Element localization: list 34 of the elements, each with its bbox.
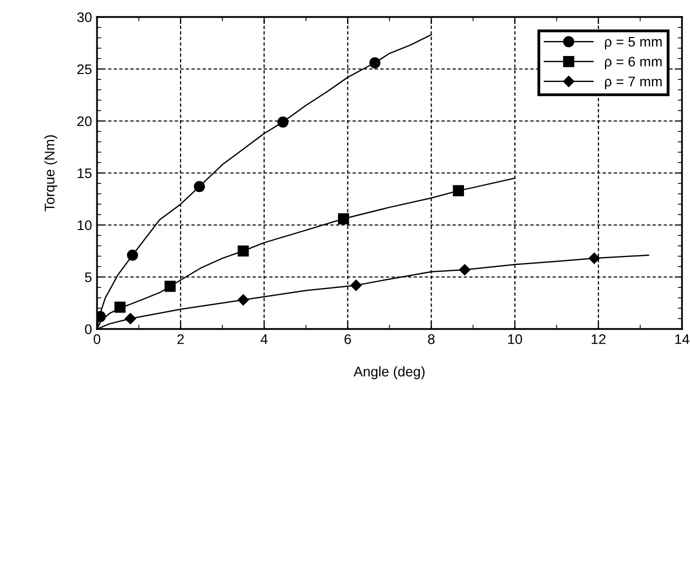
point [114,302,126,313]
point [338,213,350,224]
x-tick-label: 2 [177,334,184,344]
point [194,180,205,192]
y-tick-label: 5 [84,272,92,282]
y-axis-title: Torque (Nm) [44,135,58,212]
point [238,245,249,257]
point [238,294,249,306]
y-tick-label: 20 [77,116,92,126]
x-tick-label: 4 [260,334,268,344]
y-tick-label: 15 [78,168,92,178]
x-tick-label: 10 [508,334,522,344]
x-tick-label: 0 [94,334,100,344]
x-tick-label: 6 [344,334,351,344]
x-tick-label: 12 [592,334,606,344]
legend-label: ρ = 5 mm [605,36,662,50]
point [369,57,380,68]
point [350,280,362,291]
point [452,185,464,196]
point [459,264,470,276]
point [126,250,138,261]
legend-label: ρ = 6 mm [605,56,662,70]
point [277,116,288,128]
y-tick-label: 0 [84,324,92,334]
y-tick-label: 25 [77,64,92,74]
x-tick-label: 8 [428,334,435,344]
x-tick-label: 14 [675,334,690,344]
y-tick-label: 10 [78,220,92,230]
point [124,312,136,324]
point [588,252,600,264]
y-tick-label: 30 [77,12,92,22]
point [164,280,176,292]
x-axis-title: Angle (deg) [354,366,425,380]
legend-label: ρ = 7 mm [605,76,662,90]
